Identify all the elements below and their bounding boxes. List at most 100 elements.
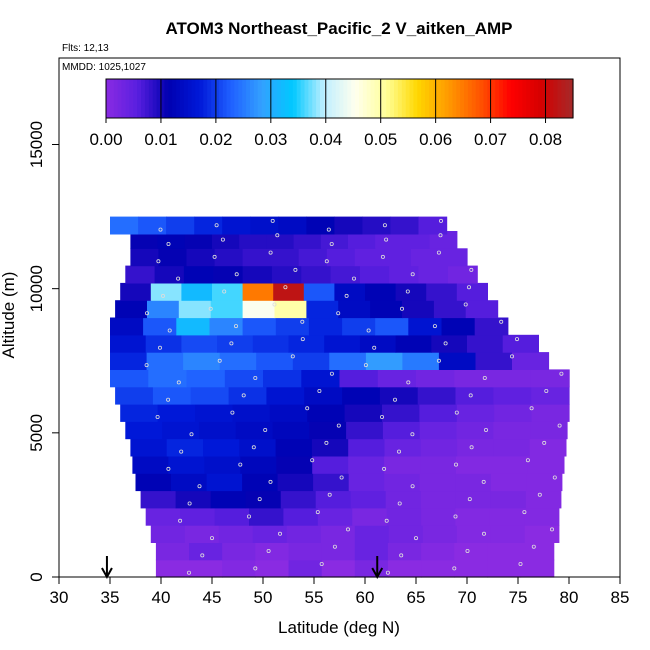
- sample-point: [351, 276, 356, 281]
- y-tick-label: 15000: [27, 121, 46, 168]
- heatmap-cell: [321, 559, 356, 578]
- heatmap-cell: [186, 248, 216, 267]
- colorbar-swatch: [191, 79, 197, 118]
- heatmap-cell: [422, 525, 458, 543]
- colorbar-swatch: [510, 79, 516, 118]
- colorbar-swatch: [374, 79, 379, 118]
- heatmap-cell: [348, 455, 385, 474]
- heatmap-cell: [183, 265, 214, 284]
- heatmap-cell: [384, 473, 421, 492]
- heatmap-cell: [157, 404, 196, 422]
- sample-point: [406, 380, 411, 385]
- colorbar: [105, 78, 574, 119]
- heatmap-cell: [210, 490, 247, 509]
- heatmap-cell: [465, 300, 499, 319]
- heatmap-cell: [194, 216, 223, 235]
- sample-point: [467, 497, 472, 502]
- sample-point: [319, 562, 324, 567]
- heatmap-cell: [115, 386, 154, 405]
- heatmap-cell: [292, 352, 330, 370]
- colorbar-tick-label: 0.00: [89, 130, 122, 149]
- heatmap-cell: [527, 455, 565, 474]
- heatmap-cell: [493, 386, 532, 405]
- sample-point: [529, 406, 534, 411]
- heatmap-cell: [421, 559, 455, 578]
- sample-point: [452, 566, 457, 571]
- sample-point: [399, 306, 404, 311]
- heatmap-cell: [217, 334, 254, 353]
- heatmap-cell: [198, 421, 237, 440]
- colorbar-swatch: [109, 79, 115, 118]
- sample-point: [537, 492, 542, 497]
- heatmap-cell: [115, 300, 148, 319]
- colorbar-swatch: [347, 79, 352, 118]
- heatmap-cell: [183, 352, 221, 370]
- heatmap-cell: [377, 369, 417, 388]
- sample-point: [384, 518, 389, 523]
- heatmap-cell: [145, 507, 181, 526]
- heatmap-cell: [492, 455, 529, 474]
- colorbar-swatch: [487, 79, 492, 118]
- heatmap-cell: [520, 542, 555, 561]
- colorbar-frame: [105, 78, 574, 119]
- colorbar-swatch: [518, 79, 523, 118]
- sample-point: [179, 449, 184, 454]
- heatmap-cell: [222, 216, 251, 235]
- heatmap-cell: [186, 369, 226, 388]
- heatmap-cell: [420, 455, 457, 474]
- heatmap-cell: [293, 231, 322, 249]
- sample-point: [310, 458, 315, 463]
- heatmap-cell: [375, 317, 409, 336]
- sample-point: [315, 510, 320, 515]
- sample-point: [483, 427, 488, 432]
- heatmap-cell: [150, 525, 186, 543]
- heatmap-cell: [148, 369, 188, 388]
- sample-point: [186, 570, 191, 575]
- colorbar-swatch: [250, 79, 255, 118]
- heatmap-cell: [490, 490, 527, 509]
- heatmap-cell: [252, 334, 290, 353]
- heatmap-cell: [266, 386, 305, 405]
- colorbar-swatch: [238, 79, 243, 118]
- colorbar-swatch: [530, 79, 535, 118]
- sample-point: [300, 319, 305, 324]
- x-axis-label: Latitude (deg N): [278, 618, 400, 637]
- sample-point: [220, 237, 225, 242]
- colorbar-tick-label: 0.01: [144, 130, 177, 149]
- colorbar-swatch: [502, 79, 508, 118]
- colorbar-swatch: [397, 79, 403, 118]
- colorbar-swatch: [335, 79, 341, 118]
- colorbar-swatch: [152, 79, 158, 118]
- x-axis: 30 35 40 45 50 55 60 65 70 75 80 85: [50, 577, 629, 607]
- heatmap-cell: [303, 282, 335, 301]
- sample-point: [499, 319, 504, 324]
- colorbar-swatch: [382, 79, 387, 118]
- sample-point: [481, 479, 486, 484]
- colorbar-swatch: [444, 79, 450, 118]
- heatmap-cell: [346, 421, 384, 440]
- heatmap-cell: [120, 404, 159, 422]
- colorbar-swatch: [172, 79, 177, 118]
- sample-point: [324, 440, 329, 445]
- heatmap-cell: [421, 542, 455, 561]
- heatmap-cell: [168, 455, 205, 474]
- x-tick-label: 80: [560, 588, 579, 607]
- y-axis-label: Altitude (m): [0, 272, 18, 359]
- colorbar-swatch: [168, 79, 173, 118]
- colorbar-swatch: [370, 79, 376, 118]
- heatmap-cell: [152, 386, 192, 405]
- colorbar-swatch: [246, 79, 251, 118]
- sample-point: [251, 445, 256, 450]
- colorbar-swatch: [394, 79, 399, 118]
- heatmap-cell: [189, 542, 223, 561]
- colorbar-swatch: [141, 79, 146, 118]
- colorbar-swatch: [148, 79, 154, 118]
- heatmap-cell: [110, 334, 147, 353]
- colorbar-tick-label: 0.04: [309, 130, 342, 149]
- heatmap-cell: [490, 473, 527, 492]
- colorbar-swatch: [452, 79, 457, 118]
- y-tick-label: 0: [27, 572, 46, 581]
- heatmap-cell: [255, 559, 290, 578]
- heatmap-cell: [382, 421, 421, 440]
- sample-point: [209, 536, 214, 541]
